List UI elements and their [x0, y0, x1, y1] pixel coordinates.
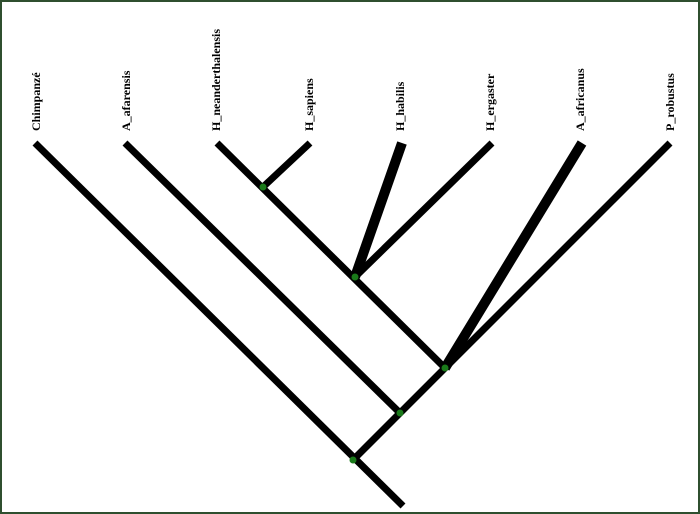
taxon-label: A_africanus [573, 68, 587, 131]
taxon-label: H_neanderthalensis [209, 29, 223, 131]
taxon-label: H_ergaster [483, 73, 497, 131]
taxon-label: H_habilis [393, 81, 407, 131]
node [349, 456, 357, 464]
branch [214, 140, 448, 371]
branch [352, 140, 495, 280]
node [351, 273, 359, 281]
node [259, 183, 267, 191]
taxon-label: P_robustus [663, 73, 677, 131]
taxon-label: H_sapiens [302, 78, 316, 131]
taxon-label: Chimpanzé [29, 72, 43, 131]
branch [442, 140, 673, 371]
branch [260, 140, 313, 190]
branch [122, 140, 403, 416]
branch [32, 140, 406, 509]
branches [32, 140, 673, 509]
nodes [259, 183, 449, 464]
branch [440, 140, 587, 371]
taxon-labels: Chimpanzé A_afarensis H_neanderthalensis H_… [29, 29, 677, 131]
node [441, 364, 449, 372]
node [396, 409, 404, 417]
branch [350, 141, 407, 279]
taxon-label: A_afarensis [119, 70, 133, 131]
